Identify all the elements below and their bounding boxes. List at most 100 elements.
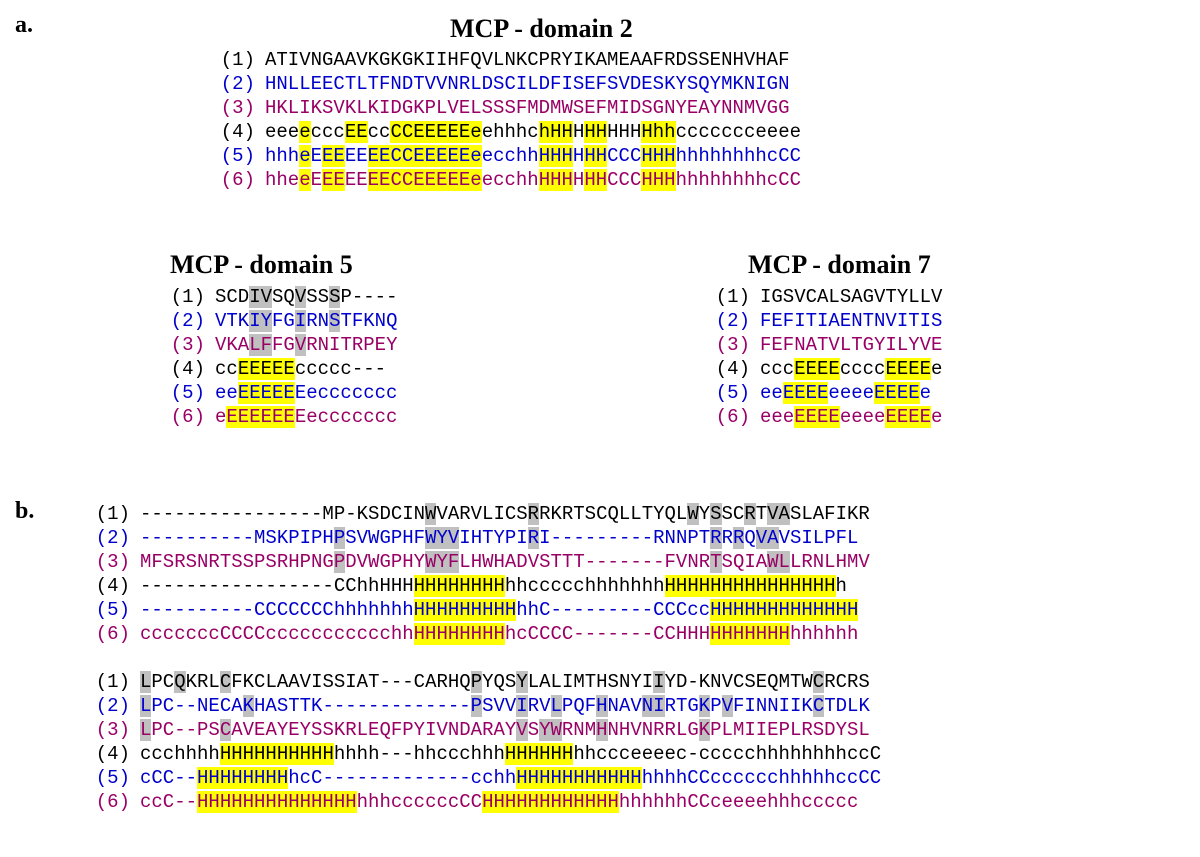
seq-segment: LHWHADVSTTT-------FVNR <box>459 551 710 573</box>
seq-segment: V <box>295 334 306 356</box>
alignment-row: (3)VKALFFGVRNITRPEY <box>155 333 397 357</box>
row-label: (4) <box>80 742 130 766</box>
seq-segment: I <box>516 695 527 717</box>
seq-segment: EE <box>322 169 345 191</box>
seq-segment: EEEE <box>885 406 931 428</box>
row-label: (3) <box>155 333 205 357</box>
seq-segment: KRL <box>186 671 220 693</box>
seq-segment: S <box>329 286 340 308</box>
seq-segment: DVWGPHY <box>345 551 425 573</box>
alignment-row: (5)eeEEEEEEeccccccc <box>155 381 397 405</box>
seq-segment: EE <box>345 145 368 167</box>
alignment-row: (5)eeEEEEeeeeEEEEe <box>700 381 942 405</box>
seq-segment: cCC-- <box>140 767 197 789</box>
seq-segment: P <box>710 695 721 717</box>
seq-segment: ccc <box>311 121 345 143</box>
seq-segment: L <box>140 671 151 693</box>
alignment-domain5: (1)SCDIVSQVSSSP----(2)VTKIYFGIRNSTFKNQ(3… <box>155 285 397 429</box>
row-label: (6) <box>80 790 130 814</box>
seq-segment: hhccceeeec-ccccchhhhhhhhccC <box>573 743 881 765</box>
seq-segment: hhhhhh <box>790 623 858 645</box>
seq-segment: e <box>931 358 942 380</box>
seq-segment: P <box>334 527 345 549</box>
seq-segment: hhhccccccCC <box>357 791 482 813</box>
seq-segment: NAV <box>608 695 642 717</box>
seq-segment: HHHHHH <box>505 743 573 765</box>
seq-segment: NI <box>642 695 665 717</box>
title-domain2: MCP - domain 2 <box>450 14 633 44</box>
seq-segment: R <box>744 503 755 525</box>
alignment-row: (6)eeeEEEEeeeeEEEEe <box>700 405 942 429</box>
seq-segment: R <box>722 527 733 549</box>
seq-segment: ecchh <box>482 169 539 191</box>
seq-segment: cccccccCCCCccccccccccchh <box>140 623 414 645</box>
seq-segment: RCRS <box>824 671 870 693</box>
alignment-panelb-block1: (1)----------------MP-KSDCINWVARVLICSRRK… <box>80 502 870 646</box>
alignment-row: (2)FEFITIAENTNVITIS <box>700 309 942 333</box>
seq-segment: FG <box>272 334 295 356</box>
seq-segment: VARVLICS <box>436 503 527 525</box>
seq-segment: EECCEEEEEe <box>368 169 482 191</box>
seq-segment: EEEEEe <box>413 121 481 143</box>
seq-segment: ATIVNGAAVKGKGKIIHFQVLNKCPRYIKAMEAAFRDSSE… <box>265 49 790 71</box>
seq-segment: CC <box>390 121 413 143</box>
row-label: (3) <box>205 96 255 120</box>
alignment-row: (1)IGSVCALSAGVTYLLV <box>700 285 942 309</box>
seq-segment: HHHHHHHHHHHHHHH <box>665 575 836 597</box>
seq-segment: ----------------MP-KSDCIN <box>140 503 425 525</box>
seq-segment: Hhh <box>641 121 675 143</box>
seq-segment: T <box>710 551 721 573</box>
alignment-row: (3)MFSRSNRTSSPSRHPNGPDVWGPHYWYFLHWHADVST… <box>80 550 870 574</box>
seq-segment: hhe <box>265 169 299 191</box>
seq-segment: SQIA <box>722 551 768 573</box>
row-label: (3) <box>80 718 130 742</box>
seq-segment: PC--PS <box>151 719 219 741</box>
alignment-row: (4)ccEEEEEccccc--- <box>155 357 397 381</box>
seq-segment: YD-KNVCSEQMTW <box>665 671 813 693</box>
alignment-domain7: (1)IGSVCALSAGVTYLLV(2)FEFITIAENTNVITIS(3… <box>700 285 942 429</box>
seq-segment: HH <box>584 145 607 167</box>
row-label: (6) <box>155 405 205 429</box>
alignment-row: (6)ccC--HHHHHHHHHHHHHHhhhccccccCCHHHHHHH… <box>80 790 881 814</box>
seq-segment: T <box>756 503 767 525</box>
seq-segment: LF <box>249 334 272 356</box>
seq-segment: H <box>573 145 584 167</box>
seq-segment: I <box>653 671 664 693</box>
seq-segment: C <box>813 695 824 717</box>
seq-segment: EE <box>345 169 368 191</box>
seq-segment: IY <box>249 310 272 332</box>
seq-segment: hhhhCCcccccchhhhhccCC <box>642 767 881 789</box>
seq-segment: ----------CCCCCCChhhhhhh <box>140 599 414 621</box>
row-label: (4) <box>80 574 130 598</box>
alignment-row: (3)LPC--PSCAVEAYEYSSKRLEQFPYIVNDARAYVSYW… <box>80 718 881 742</box>
row-label: (6) <box>80 622 130 646</box>
row-label: (5) <box>80 766 130 790</box>
seq-segment: RKRTSCQLLTYQL <box>539 503 687 525</box>
seq-segment: ccC-- <box>140 791 197 813</box>
seq-segment: ----------MSKPIPH <box>140 527 334 549</box>
seq-segment: V <box>516 719 527 741</box>
alignment-row: (5)hhheEEEEEEECCEEEEEeecchhHHHHHHCCCHHHh… <box>205 144 801 168</box>
seq-segment: HH <box>584 121 607 143</box>
seq-segment: ecchh <box>482 145 539 167</box>
seq-segment: EECCEEEEEe <box>368 145 482 167</box>
seq-segment: hhhhhhhhcCC <box>676 145 801 167</box>
seq-segment: R <box>710 527 721 549</box>
row-label: (2) <box>205 72 255 96</box>
seq-segment: HASTTK------------- <box>254 695 471 717</box>
alignment-row: (3)HKLIKSVKLKIDGKPLVELSSSFMDMWSEFMIDSGNY… <box>205 96 801 120</box>
alignment-row: (4)-----------------CChhHHHHHHHHHHHhhccc… <box>80 574 870 598</box>
seq-segment: HHHHHHHHHH <box>220 743 334 765</box>
seq-segment: HHHHHHHHH <box>414 599 517 621</box>
alignment-row: (4)cccEEEEccccEEEEe <box>700 357 942 381</box>
seq-segment: e <box>215 406 226 428</box>
seq-segment: RNITRPEY <box>306 334 397 356</box>
seq-segment: Eeccccccc <box>295 382 398 404</box>
seq-segment: hhccccchhhhhhh <box>505 575 665 597</box>
row-label: (1) <box>205 48 255 72</box>
seq-segment: I <box>295 310 306 332</box>
seq-segment: K <box>699 695 710 717</box>
seq-segment: P---- <box>340 286 397 308</box>
seq-segment: EEEE <box>794 358 840 380</box>
alignment-row: (4)ccchhhhHHHHHHHHHHhhhh---hhccchhhHHHHH… <box>80 742 881 766</box>
